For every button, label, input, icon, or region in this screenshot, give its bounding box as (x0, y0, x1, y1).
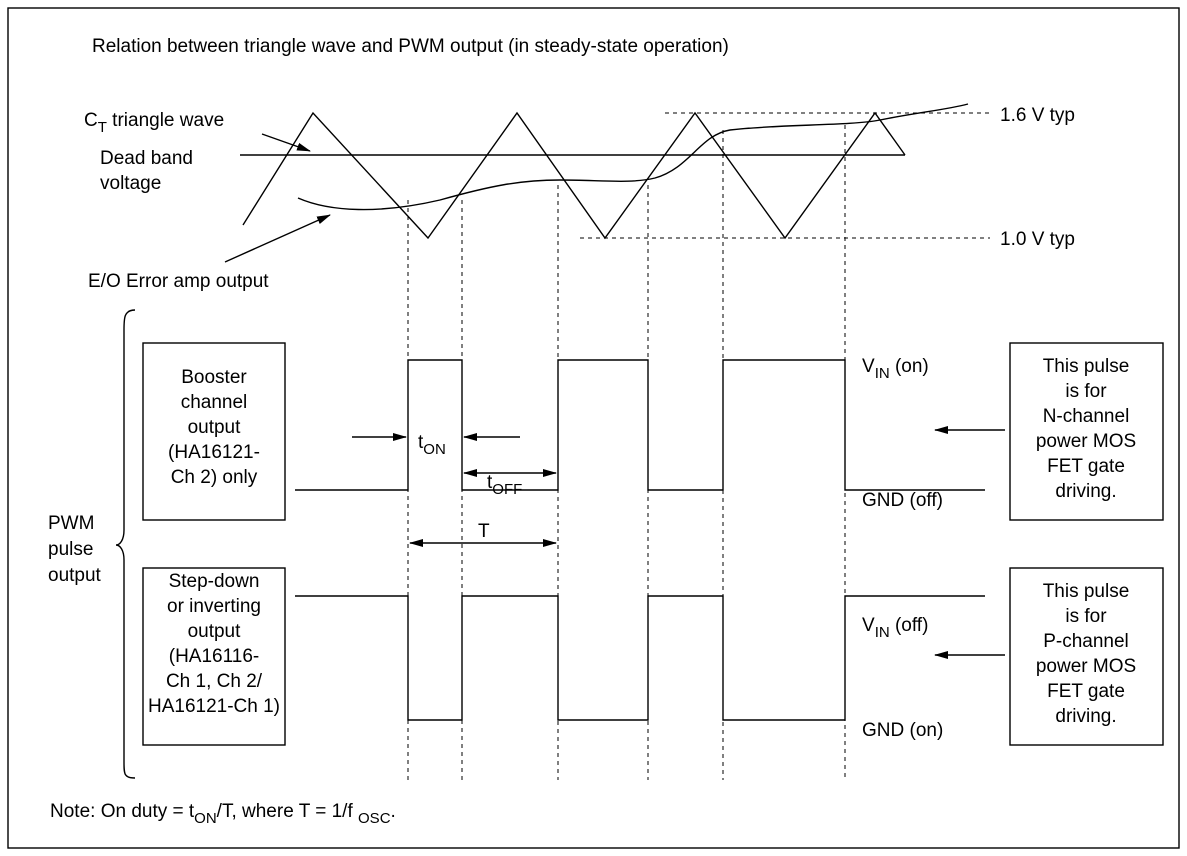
box (142, 567, 286, 746)
pwm-label: pulse (48, 539, 93, 560)
box-text: Ch 1, Ch 2/ (166, 671, 263, 692)
pwm-label: PWM (48, 513, 94, 534)
pulse-n (295, 359, 985, 491)
vin-on: VIN (on) (862, 356, 929, 382)
box-text: or inverting (167, 596, 261, 617)
box-text: FET gate (1047, 456, 1125, 477)
box-text: Booster (181, 367, 247, 388)
arrows (224, 133, 1005, 659)
note: Note: On duty = tON/T, where T = 1/f OSC… (50, 801, 396, 827)
gnd-off: GND (off) (862, 490, 943, 511)
box-text: channel (181, 392, 248, 413)
period: T (478, 521, 490, 542)
frame (7, 7, 1180, 849)
box-text: (HA16121- (168, 442, 260, 463)
text-part: triangle wave (107, 110, 224, 131)
text-part: (on) (890, 356, 929, 377)
text-part: ON (423, 441, 446, 458)
box-text: driving. (1055, 706, 1116, 727)
box-text: driving. (1055, 481, 1116, 502)
triangle-wave (242, 111, 906, 240)
box-text: N-channel (1043, 406, 1130, 427)
title: Relation between triangle wave and PWM o… (92, 36, 729, 57)
text-part: OFF (492, 481, 522, 498)
timing-lines (407, 125, 846, 780)
box (1009, 342, 1164, 521)
box-text: power MOS (1036, 431, 1136, 452)
text-part: (off) (890, 615, 929, 636)
text-part: IN (875, 365, 890, 382)
box (1009, 567, 1164, 746)
level-high: 1.6 V typ (1000, 105, 1075, 126)
box-text: (HA16116- (169, 646, 259, 667)
text-part: C (84, 110, 98, 131)
text-part: Note: On duty = t (50, 801, 195, 822)
text-part: t (487, 472, 493, 493)
text-part: t (418, 432, 424, 453)
box-text: is for (1065, 381, 1107, 402)
pwm-label: output (48, 565, 102, 586)
error-amp-label: E/O Error amp output (88, 271, 269, 292)
box-text: HA16121-Ch 1) (148, 696, 280, 717)
text-part: . (391, 801, 396, 822)
box (142, 342, 286, 521)
vin-off: VIN (off) (862, 615, 928, 641)
pulse-p (295, 595, 985, 721)
text-part: IN (875, 624, 890, 641)
gnd-on: GND (on) (862, 720, 943, 741)
error-amp-curve (297, 103, 969, 211)
triangle-label: CT triangle wave (84, 110, 224, 136)
t-on: tON (418, 432, 446, 458)
text-part: /T, where T = 1/f (217, 801, 358, 822)
dead-band-label: Dead band (100, 148, 193, 169)
level-low: 1.0 V typ (1000, 229, 1075, 250)
box-text: This pulse (1043, 581, 1130, 602)
box-text: power MOS (1036, 656, 1136, 677)
box-text: is for (1065, 606, 1107, 627)
box-text: FET gate (1047, 681, 1125, 702)
dead-band-label: voltage (100, 173, 161, 194)
box-text: P-channel (1043, 631, 1129, 652)
text-part: V (862, 615, 875, 636)
t-off: tOFF (487, 472, 522, 498)
brace (115, 309, 136, 779)
box-text: Step-down (169, 571, 260, 592)
box-text: This pulse (1043, 356, 1130, 377)
box-text: output (188, 621, 242, 642)
box-text: Ch 2) only (171, 467, 258, 488)
text-part: V (862, 356, 875, 377)
text-part: OSC (358, 810, 391, 827)
box-text: output (188, 417, 242, 438)
text-part: T (98, 119, 107, 136)
text-part: ON (194, 810, 217, 827)
